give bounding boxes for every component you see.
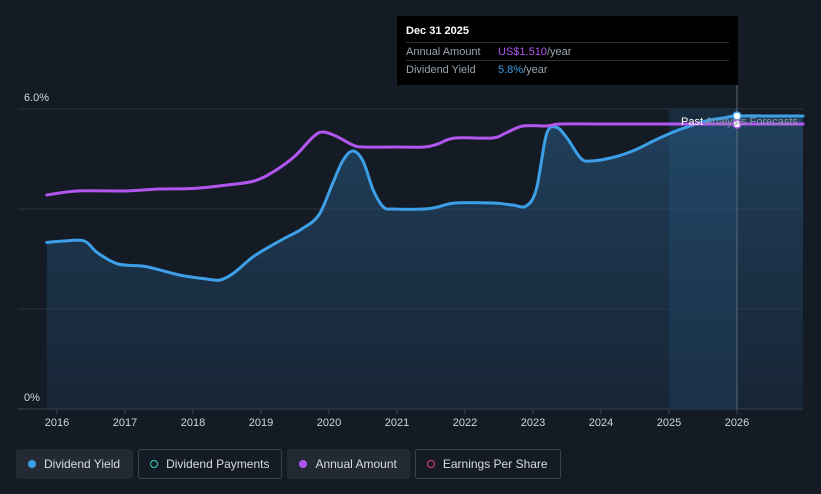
tooltip-unit: /year — [523, 63, 548, 76]
dividend-yield-line — [45, 114, 805, 282]
dividend-yield-area — [46, 115, 804, 409]
x-tick-label: 2019 — [249, 417, 273, 429]
tooltip-unit: /year — [546, 45, 572, 58]
past-label: Past — [681, 116, 703, 128]
legend-label: Dividend Yield — [44, 457, 121, 471]
filled-circle-icon — [28, 460, 36, 468]
line-layer — [45, 114, 805, 282]
dividend-chart: Past Analysts Forecasts 0%6.0% 2016 2017 2… — [18, 85, 805, 429]
legend-dividend-payments[interactable]: Dividend Payments — [138, 449, 283, 479]
marker-layer — [732, 111, 742, 129]
annual-amount-marker — [732, 119, 742, 129]
ring-circle-icon — [150, 460, 159, 468]
legend: Dividend Yield Dividend Payments Annual … — [16, 449, 561, 479]
legend-label: Dividend Payments — [166, 457, 270, 471]
legend-earnings-per-share[interactable]: Earnings Per Share — [414, 449, 561, 479]
y-tick-label: 6.0% — [24, 92, 49, 104]
x-axis: 2016 2017 2018 2019 2020 2021 2022 2023 2024 2025… — [45, 409, 749, 429]
y-tick-label: 0% — [24, 392, 40, 404]
tooltip-value: 5.8% — [498, 63, 524, 76]
x-tick-label: 2018 — [181, 417, 205, 429]
tooltip-value: US$1.510 — [498, 45, 547, 58]
tooltip-row-annual-amount: Annual Amount US$1.510 /year — [406, 42, 729, 60]
x-tick-label: 2026 — [725, 417, 749, 429]
annual-amount-line — [45, 122, 805, 197]
forecast-label: Analysts Forecasts — [705, 116, 798, 128]
x-tick-label: 2022 — [453, 417, 477, 429]
x-tick-label: 2023 — [521, 417, 545, 429]
legend-label: Annual Amount — [315, 457, 397, 471]
x-tick-label: 2016 — [45, 417, 69, 429]
filled-circle-icon — [299, 460, 308, 468]
tooltip: Dec 31 2025 Annual Amount US$1.510 /year… — [397, 16, 738, 85]
x-tick-label: 2025 — [657, 417, 681, 429]
y-axis: 0% 6.0% — [24, 92, 49, 404]
legend-dividend-yield[interactable]: Dividend Yield — [16, 449, 134, 479]
tooltip-date: Dec 31 2025 — [406, 25, 469, 37]
tooltip-label: Annual Amount — [406, 45, 481, 58]
x-tick-label: 2017 — [113, 417, 137, 429]
x-tick-label: 2020 — [317, 417, 341, 429]
tooltip-label: Dividend Yield — [406, 63, 476, 76]
tooltip-row-dividend-yield: Dividend Yield 5.8% /year — [406, 60, 729, 78]
legend-label: Earnings Per Share — [442, 457, 548, 471]
x-tick-label: 2021 — [385, 417, 409, 429]
x-tick-label: 2024 — [589, 417, 613, 429]
ring-circle-icon — [426, 460, 435, 468]
legend-annual-amount[interactable]: Annual Amount — [287, 449, 410, 479]
area-layer — [46, 115, 804, 409]
